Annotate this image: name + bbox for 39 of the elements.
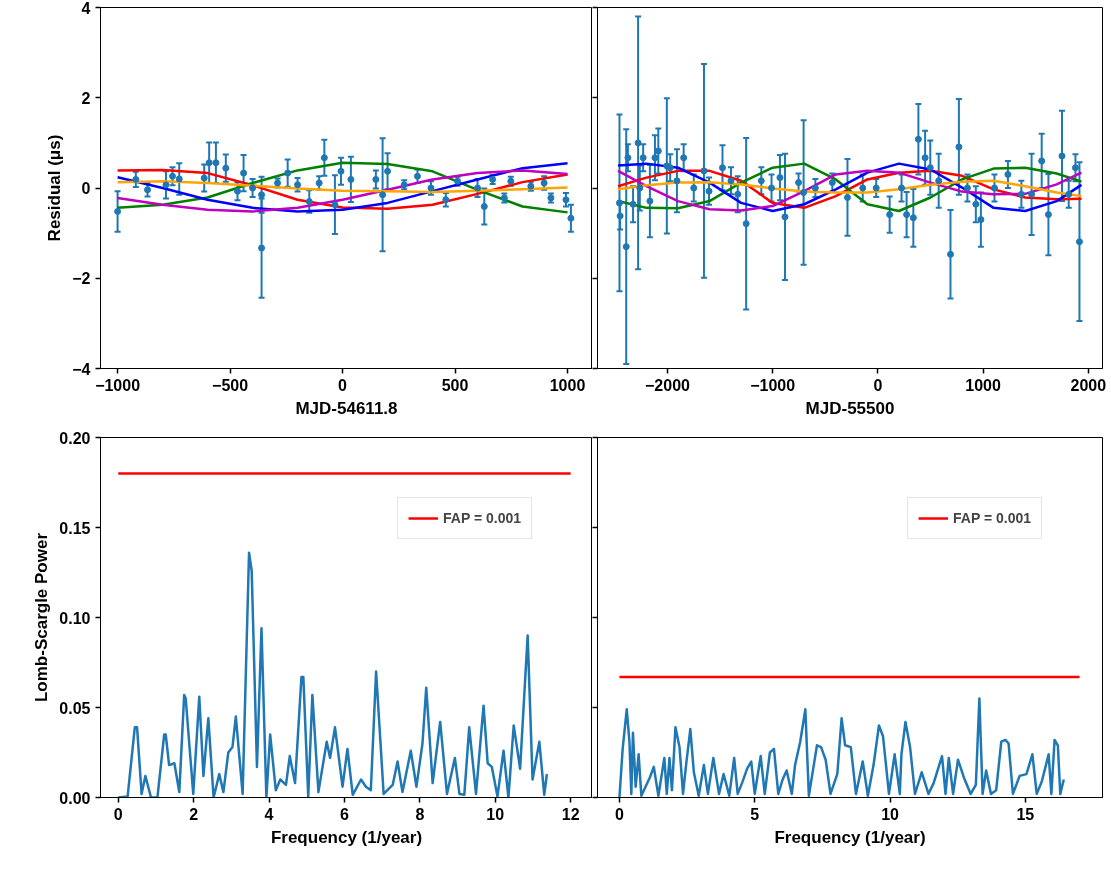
x-tick-label: 6 bbox=[339, 805, 349, 823]
y-tick-label: 0.00 bbox=[59, 789, 91, 807]
y-tick-label: 0.05 bbox=[59, 699, 91, 717]
x-axis-title: Frequency (1/year) bbox=[774, 827, 926, 847]
y-tick-label: 0 bbox=[81, 180, 91, 197]
x-tick-label: 0 bbox=[614, 805, 624, 823]
y-tick-label: 4 bbox=[81, 0, 91, 17]
y-tick-label: −2 bbox=[72, 270, 91, 288]
y-tick-label: 0.10 bbox=[59, 609, 91, 627]
y-tick-label: 0.20 bbox=[59, 429, 91, 447]
x-tick-label: −500 bbox=[212, 376, 249, 394]
x-tick-label: 1000 bbox=[965, 376, 1001, 394]
x-tick-label: 500 bbox=[441, 376, 469, 394]
x-tick-label: 15 bbox=[1016, 805, 1035, 823]
y-axis-title: Residual (μs) bbox=[45, 134, 65, 242]
x-tick-label: 0 bbox=[873, 376, 883, 394]
y-tick-label: −4 bbox=[72, 360, 91, 378]
x-tick-label: 5 bbox=[750, 805, 760, 823]
x-axis-title: MJD-55500 bbox=[805, 398, 895, 418]
x-tick-label: 1000 bbox=[549, 376, 586, 394]
y-tick-label: 2 bbox=[81, 89, 91, 107]
x-tick-label: 12 bbox=[561, 805, 580, 823]
y-axis-title: Lomb-Scargle Power bbox=[32, 532, 52, 703]
x-axis-title: MJD-54611.8 bbox=[295, 398, 398, 418]
x-tick-label: 10 bbox=[881, 805, 900, 823]
x-tick-label: 2000 bbox=[1070, 376, 1107, 394]
x-tick-label: 0 bbox=[113, 805, 123, 823]
x-tick-label: −1000 bbox=[95, 376, 141, 394]
y-tick-label: 0.15 bbox=[59, 519, 91, 537]
x-tick-label: 10 bbox=[486, 805, 505, 823]
legend-label: FAP = 0.001 bbox=[953, 510, 1031, 526]
legend-label: FAP = 0.001 bbox=[443, 510, 521, 526]
x-axis-title: Frequency (1/year) bbox=[270, 827, 423, 847]
x-tick-label: 2 bbox=[189, 805, 199, 823]
x-tick-label: −2000 bbox=[644, 376, 691, 394]
x-tick-label: 4 bbox=[264, 805, 274, 823]
x-tick-label: 0 bbox=[338, 376, 348, 394]
x-tick-label: 8 bbox=[415, 805, 425, 823]
x-tick-label: −1000 bbox=[750, 376, 796, 394]
